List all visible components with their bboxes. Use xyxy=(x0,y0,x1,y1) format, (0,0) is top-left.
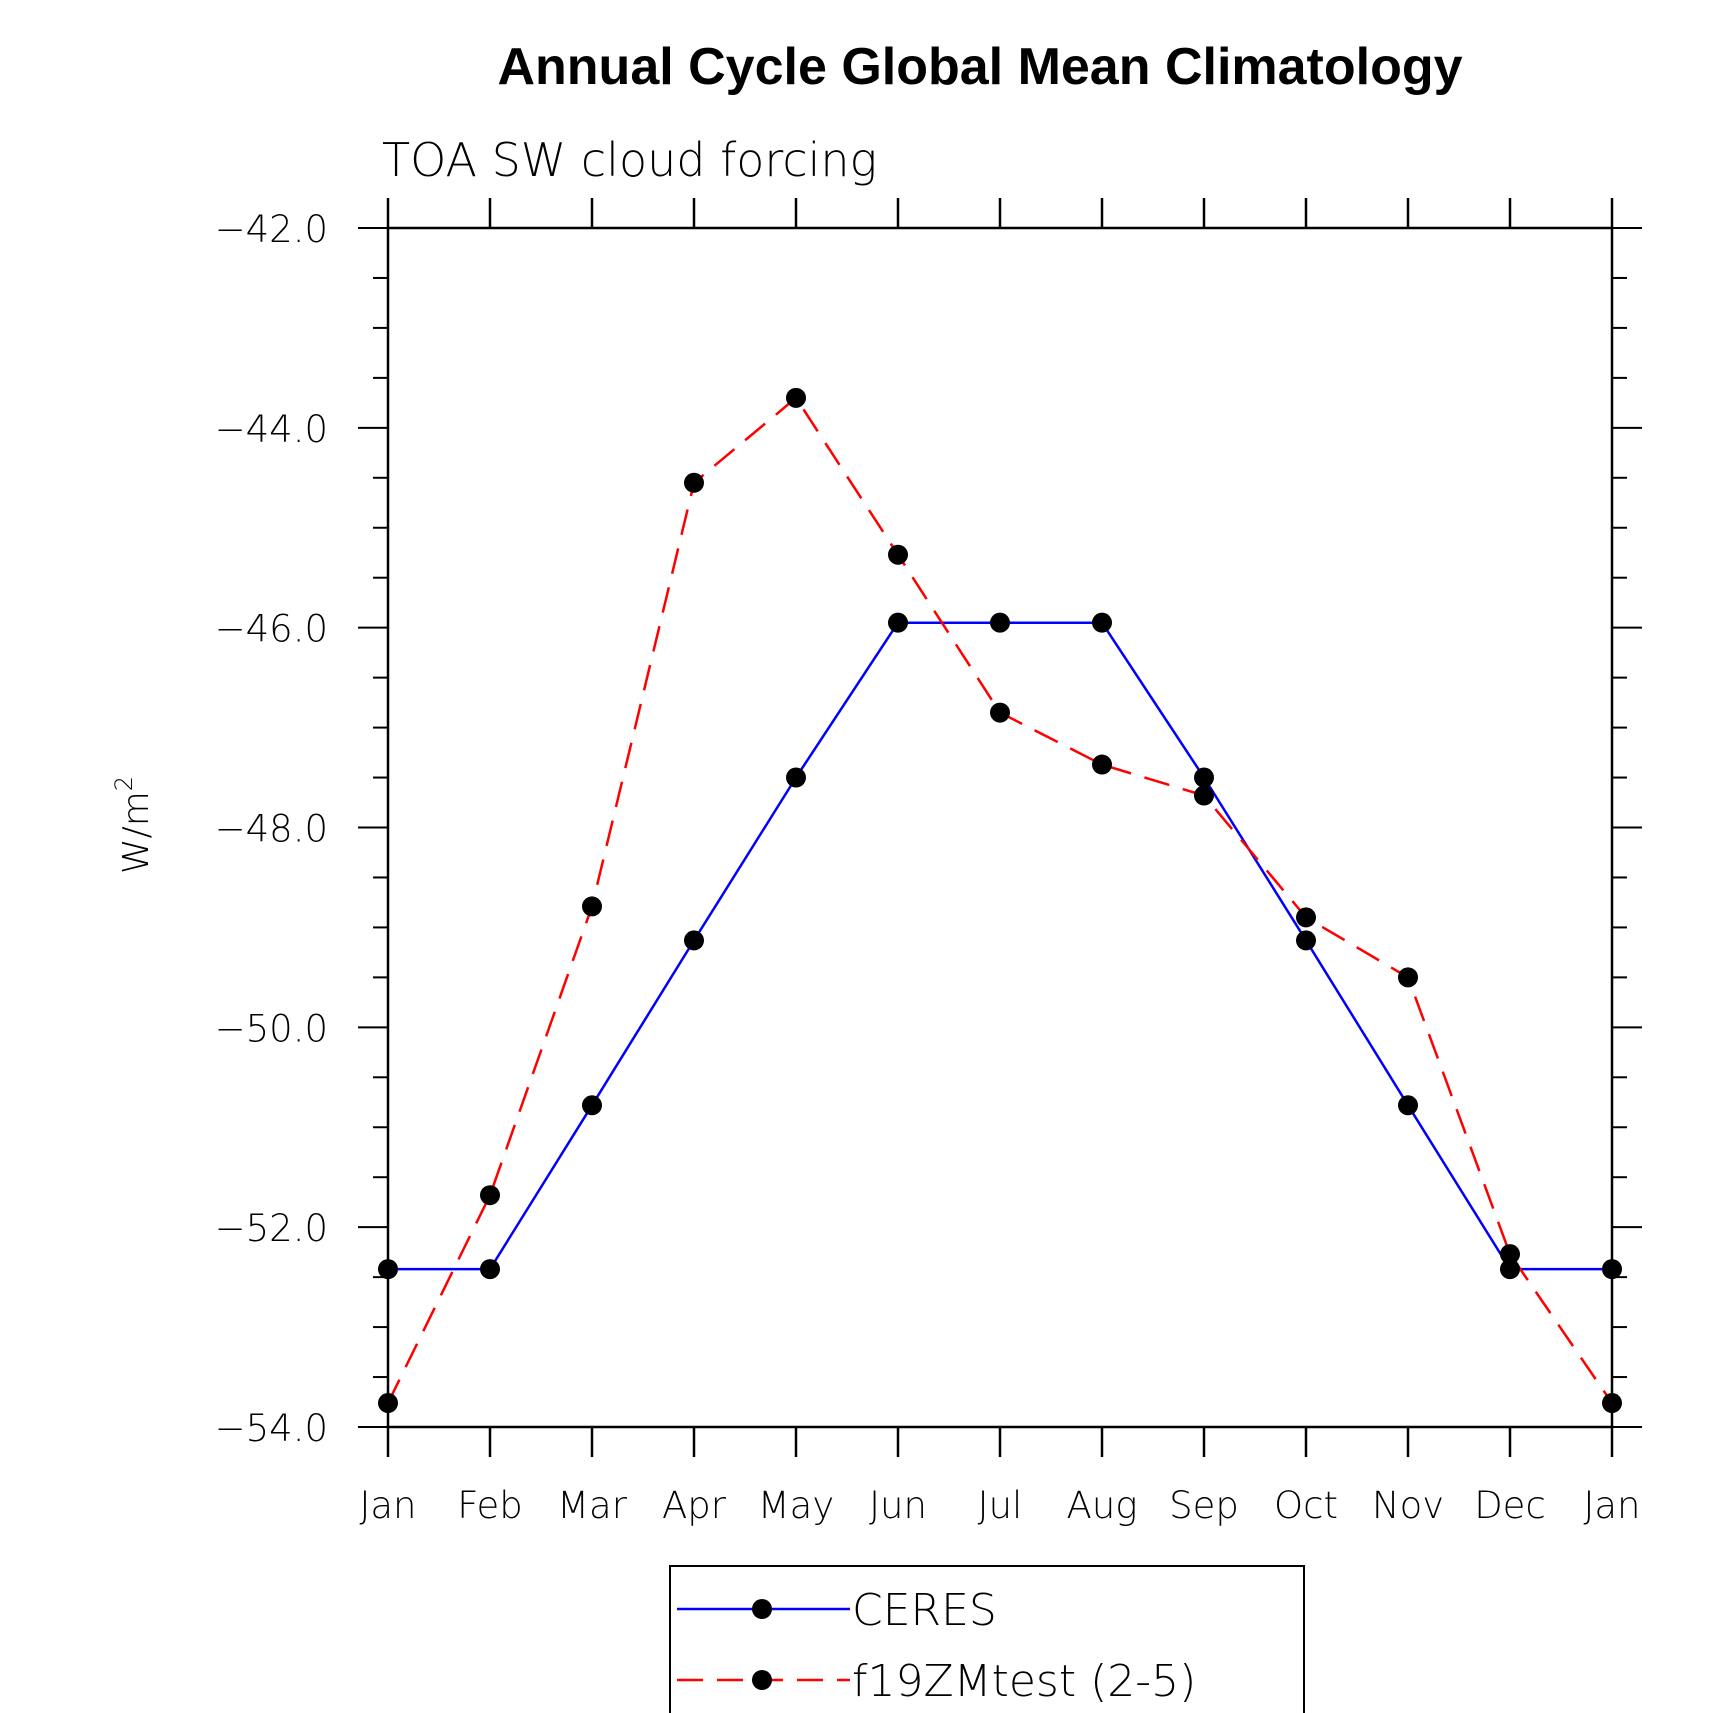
x-tick-label: Dec xyxy=(1474,1484,1546,1527)
data-point-series-0 xyxy=(786,767,806,788)
data-point-series-1 xyxy=(1602,1393,1622,1414)
x-tick-labels: Jan Feb Mar Apr May Jun Jul Aug Sep Oct Nov Dec Jan xyxy=(359,1484,1640,1527)
data-point-series-0 xyxy=(378,1259,398,1280)
y-tick-labels: −42.0 −44.0 −46.0 −48.0 −50.0 −52.0 −54.0 xyxy=(215,208,328,1450)
data-point-series-1 xyxy=(1398,967,1418,988)
data-point-series-1 xyxy=(786,387,806,408)
data-point-series-1 xyxy=(888,544,908,565)
data-point-series-1 xyxy=(1296,907,1316,928)
y-tick-label: −44.0 xyxy=(215,408,328,451)
y-tick-label: −48.0 xyxy=(215,808,328,851)
x-tick-label: Oct xyxy=(1274,1484,1338,1527)
data-point-series-1 xyxy=(684,472,704,493)
data-point-series-0 xyxy=(684,930,704,951)
data-point-series-1 xyxy=(378,1393,398,1414)
y-tick-label: −46.0 xyxy=(215,608,328,651)
x-tick-label: Mar xyxy=(557,1484,628,1527)
data-point-series-0 xyxy=(480,1259,500,1280)
data-point-series-0 xyxy=(1296,930,1316,951)
y-tick-label: −42.0 xyxy=(215,208,328,251)
data-point-series-0 xyxy=(1500,1259,1520,1280)
data-point-series-0 xyxy=(1602,1259,1622,1280)
legend-marker-f19zmtest xyxy=(752,1670,772,1690)
legend-marker-ceres xyxy=(752,1599,772,1619)
data-point-series-1 xyxy=(1092,754,1112,775)
data-point-series-0 xyxy=(888,612,908,633)
y-axis-label: W/m2 xyxy=(110,776,157,874)
x-tick-label: Aug xyxy=(1067,1484,1138,1527)
data-point-series-0 xyxy=(1398,1095,1418,1116)
legend-label-ceres: CERES xyxy=(852,1585,997,1636)
data-point-series-1 xyxy=(480,1185,500,1206)
legend-box xyxy=(669,1565,1305,1713)
y-tick-label: −52.0 xyxy=(215,1207,328,1250)
x-tick-label: Jan xyxy=(1583,1484,1640,1527)
data-point-series-0 xyxy=(582,1095,602,1116)
data-point-series-1 xyxy=(990,702,1010,723)
x-tick-label: Jun xyxy=(869,1484,927,1527)
plot-frame xyxy=(386,226,1614,1429)
y-axis-label-text: W/m xyxy=(116,791,157,874)
data-point-series-1 xyxy=(1194,785,1214,806)
x-tick-label: Sep xyxy=(1169,1484,1239,1527)
data-point-series-1 xyxy=(1500,1244,1520,1265)
x-tick-label: Nov xyxy=(1372,1484,1444,1527)
x-tick-label: May xyxy=(758,1484,835,1527)
series-lines xyxy=(386,396,1614,1404)
data-point-series-0 xyxy=(1092,612,1112,633)
y-tick-label: −54.0 xyxy=(215,1407,328,1450)
x-tick-label: Feb xyxy=(457,1484,523,1527)
x-tick-label: Jan xyxy=(359,1484,416,1527)
legend-label-f19zmtest: f19ZMtest (2-5) xyxy=(852,1656,1196,1707)
y-tick-label: −50.0 xyxy=(215,1007,328,1050)
data-point-series-1 xyxy=(582,896,602,917)
x-tick-label: Apr xyxy=(662,1484,727,1527)
y-axis-label-superscript: 2 xyxy=(110,776,138,791)
chart-subtitle: TOA SW cloud forcing xyxy=(382,133,877,187)
data-point-series-0 xyxy=(1194,767,1214,788)
series-points xyxy=(378,387,1622,1414)
series-line-1 xyxy=(386,396,1614,1404)
legend: CERES f19ZMtest (2-5) xyxy=(669,1565,1305,1713)
chart-title: Annual Cycle Global Mean Climatology xyxy=(497,38,1462,96)
svg-text:W/m2: W/m2 xyxy=(110,776,157,874)
data-point-series-0 xyxy=(990,612,1010,633)
axis-ticks xyxy=(358,198,1642,1457)
x-tick-label: Jul xyxy=(978,1484,1023,1527)
